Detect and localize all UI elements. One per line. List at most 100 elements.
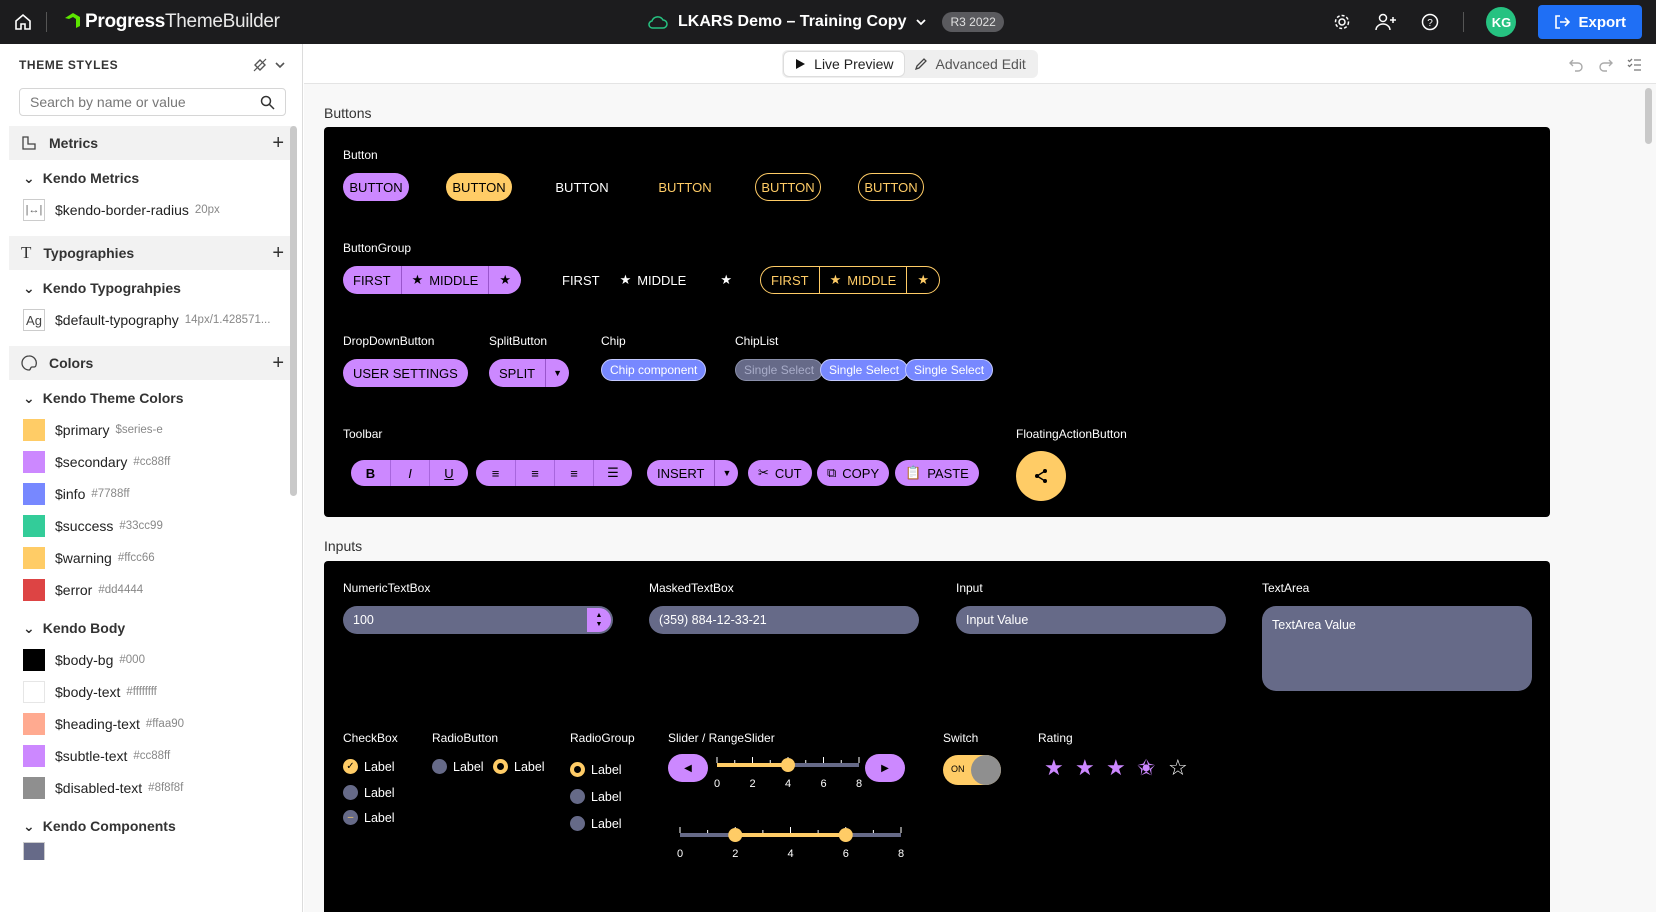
- bg-middle-button[interactable]: ★ MIDDLE: [610, 266, 697, 294]
- live-preview-button[interactable]: Live Preview: [784, 51, 904, 76]
- align-left-button[interactable]: ≡: [476, 460, 515, 486]
- color-style-item[interactable]: $body-text #ffffffff: [3, 676, 302, 708]
- button-flat-primary[interactable]: BUTTON: [658, 179, 712, 195]
- add-color-button[interactable]: +: [272, 351, 284, 374]
- color-style-item[interactable]: $secondary #cc88ff: [3, 446, 302, 478]
- checkbox-indeterminate[interactable]: – Label: [343, 810, 395, 825]
- button-flat[interactable]: BUTTON: [555, 179, 609, 195]
- floating-action-button[interactable]: [1016, 451, 1066, 501]
- project-switcher[interactable]: LKARS Demo – Training Copy R3 2022: [648, 0, 1004, 44]
- sidebar-scrollbar[interactable]: [290, 126, 297, 496]
- preview-scrollbar[interactable]: [1645, 88, 1652, 144]
- underline-button[interactable]: U: [429, 460, 468, 486]
- align-center-button[interactable]: ≡: [515, 460, 554, 486]
- subgroup-kendo-theme-colors[interactable]: ⌄ Kendo Theme Colors: [3, 382, 302, 414]
- bg-star-button[interactable]: ★: [696, 266, 742, 294]
- add-typography-button[interactable]: +: [272, 241, 284, 264]
- chiplist-chip-disabled[interactable]: Single Select: [735, 359, 824, 381]
- star-filled-icon[interactable]: ★: [1044, 755, 1064, 780]
- textarea[interactable]: TextArea Value: [1262, 606, 1532, 691]
- slider-decrease-button[interactable]: ◀: [668, 754, 708, 782]
- align-justify-button[interactable]: ☰: [593, 460, 632, 486]
- subgroup-kendo-typographies[interactable]: ⌄ Kendo Typograhpies: [3, 272, 302, 304]
- copy-button[interactable]: ⧉ COPY: [817, 460, 890, 486]
- paste-button[interactable]: 📋 PASTE: [895, 460, 979, 486]
- radiogroup-item[interactable]: Label: [570, 789, 622, 804]
- export-button[interactable]: Export: [1538, 5, 1642, 39]
- advanced-edit-button[interactable]: Advanced Edit: [904, 52, 1036, 76]
- style-item[interactable]: Ag $default-typography 14px/1.428571...: [3, 304, 302, 336]
- radiogroup-item-checked[interactable]: Label: [570, 762, 622, 777]
- subgroup-kendo-body[interactable]: ⌄ Kendo Body: [3, 612, 302, 644]
- style-item-partial[interactable]: [3, 842, 302, 860]
- color-style-item[interactable]: $subtle-text #cc88ff: [3, 740, 302, 772]
- star-empty-icon[interactable]: ☆: [1168, 755, 1188, 780]
- split-main-button[interactable]: SPLIT: [499, 365, 536, 381]
- checklist-icon[interactable]: [1627, 57, 1642, 72]
- color-style-item[interactable]: $primary $series-e: [3, 414, 302, 446]
- color-style-item[interactable]: $info #7788ff: [3, 478, 302, 510]
- help-button[interactable]: ?: [1419, 11, 1441, 33]
- undo-icon[interactable]: [1569, 57, 1584, 72]
- text-input[interactable]: Input Value: [956, 606, 1226, 634]
- bg-star-button[interactable]: ★: [488, 266, 521, 294]
- color-style-item[interactable]: $warning #ffcc66: [3, 542, 302, 574]
- button-solid-secondary[interactable]: BUTTON: [343, 173, 409, 201]
- home-button[interactable]: [0, 0, 46, 44]
- bg-first-button[interactable]: FIRST: [562, 272, 600, 288]
- masked-textbox[interactable]: (359) 884-12-33-21: [649, 606, 919, 634]
- button-outline[interactable]: BUTTON: [755, 173, 821, 201]
- bg-middle-button[interactable]: ★ MIDDLE: [400, 266, 489, 294]
- star-half-icon[interactable]: ✬: [1137, 755, 1156, 780]
- group-typographies[interactable]: T Typographies +: [9, 236, 296, 270]
- redo-icon[interactable]: [1598, 57, 1613, 72]
- cut-button[interactable]: ✂ CUT: [748, 460, 812, 486]
- italic-button[interactable]: I: [390, 460, 429, 486]
- radio-checked[interactable]: Label: [493, 759, 545, 774]
- numeric-spinner[interactable]: ▲ ▼: [587, 608, 611, 632]
- slider-increase-button[interactable]: ▶: [865, 754, 905, 782]
- add-metric-button[interactable]: +: [272, 131, 284, 154]
- radio-unchecked[interactable]: Label: [432, 759, 484, 774]
- slider[interactable]: 0 2 4 6 8: [710, 756, 865, 796]
- color-style-item[interactable]: $success #33cc99: [3, 510, 302, 542]
- color-style-item[interactable]: $heading-text #ffaa90: [3, 708, 302, 740]
- filter-menu-button[interactable]: [252, 57, 286, 73]
- chip[interactable]: Chip component: [601, 359, 707, 381]
- button-solid-primary[interactable]: BUTTON: [446, 173, 512, 201]
- sidebar-search-input[interactable]: Search by name or value: [19, 88, 286, 116]
- subgroup-kendo-components[interactable]: ⌄ Kendo Components: [3, 810, 302, 842]
- group-metrics[interactable]: Metrics +: [9, 126, 296, 160]
- bg-star-button[interactable]: ★: [906, 267, 939, 293]
- checkbox-unchecked[interactable]: Label: [343, 785, 395, 800]
- group-colors[interactable]: Colors +: [9, 346, 296, 380]
- settings-button[interactable]: [1331, 11, 1353, 33]
- color-style-item[interactable]: $disabled-text #8f8f8f: [3, 772, 302, 804]
- bold-button[interactable]: B: [365, 465, 376, 481]
- radiogroup-item[interactable]: Label: [570, 816, 622, 831]
- align-right-button[interactable]: ≡: [554, 460, 593, 486]
- switch-toggle[interactable]: ON: [943, 755, 1001, 785]
- checkbox-checked[interactable]: ✓ Label: [343, 759, 395, 774]
- bg-middle-button[interactable]: ★ MIDDLE: [818, 267, 907, 293]
- bg-first-button[interactable]: FIRST: [353, 272, 391, 288]
- subgroup-kendo-metrics[interactable]: ⌄ Kendo Metrics: [3, 162, 302, 194]
- style-item[interactable]: |↔| $kendo-border-radius 20px: [3, 194, 302, 226]
- add-user-button[interactable]: [1375, 11, 1397, 33]
- bg-first-button[interactable]: FIRST: [771, 272, 809, 288]
- user-avatar[interactable]: KG: [1486, 7, 1517, 37]
- chiplist-chip[interactable]: Single Select: [905, 359, 994, 381]
- numeric-textbox[interactable]: 100 ▲ ▼: [343, 606, 613, 634]
- button-outline-2[interactable]: BUTTON: [858, 173, 924, 201]
- range-slider[interactable]: 0 2 4 6 8: [672, 819, 904, 865]
- color-style-item[interactable]: $error #dd4444: [3, 574, 302, 606]
- star-filled-icon[interactable]: ★: [1075, 755, 1095, 780]
- star-filled-icon[interactable]: ★: [1106, 755, 1126, 780]
- slider-tick-label: 4: [787, 848, 793, 860]
- dropdown-button[interactable]: USER SETTINGS: [343, 359, 468, 387]
- chiplist-chip[interactable]: Single Select: [820, 359, 909, 381]
- insert-button[interactable]: INSERT: [657, 465, 705, 481]
- color-style-item[interactable]: $body-bg #000: [3, 644, 302, 676]
- split-arrow-button[interactable]: ▼: [545, 359, 569, 387]
- insert-arrow-button[interactable]: ▼: [714, 460, 738, 486]
